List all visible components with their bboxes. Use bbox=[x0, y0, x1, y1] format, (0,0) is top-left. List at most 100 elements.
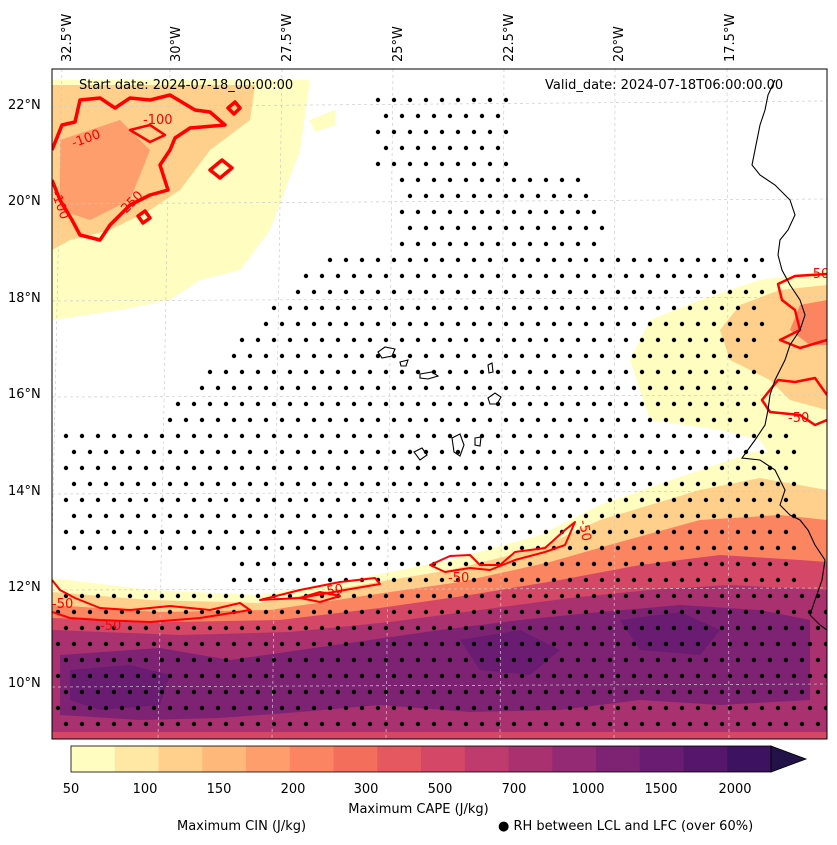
rh-dot bbox=[527, 177, 533, 183]
rh-dot bbox=[719, 529, 725, 535]
colorbar-swatch bbox=[421, 746, 466, 772]
rh-dot bbox=[239, 337, 245, 343]
rh-dot bbox=[727, 385, 733, 391]
rh-dot bbox=[687, 689, 693, 695]
rh-dot bbox=[327, 513, 333, 519]
rh-dot bbox=[463, 721, 469, 727]
rh-dot bbox=[223, 401, 229, 407]
rh-dot bbox=[647, 577, 653, 583]
rh-dot bbox=[687, 593, 693, 599]
rh-dot bbox=[455, 353, 461, 359]
rh-dot bbox=[527, 369, 533, 375]
rh-dot bbox=[519, 449, 525, 455]
rh-dot bbox=[183, 609, 189, 615]
rh-dot bbox=[399, 145, 405, 151]
rh-dot bbox=[455, 321, 461, 327]
rh-dot bbox=[423, 129, 429, 135]
rh-dot bbox=[615, 417, 621, 423]
rh-dot bbox=[415, 305, 421, 311]
rh-dot bbox=[311, 449, 317, 455]
rh-dot bbox=[215, 449, 221, 455]
colorbar-swatch bbox=[683, 746, 728, 772]
lon-label: 30°W bbox=[169, 26, 184, 62]
rh-dot bbox=[639, 657, 645, 663]
rh-dot bbox=[295, 513, 301, 519]
rh-dot bbox=[447, 593, 453, 599]
lon-label: 25°W bbox=[391, 26, 406, 62]
rh-dot bbox=[423, 257, 429, 263]
rh-dot bbox=[655, 689, 661, 695]
rh-dot bbox=[327, 417, 333, 423]
rh-dot bbox=[559, 593, 565, 599]
rh-dot bbox=[599, 641, 605, 647]
rh-dot bbox=[263, 705, 269, 711]
rh-dot bbox=[575, 657, 581, 663]
rh-dot bbox=[583, 673, 589, 679]
rh-dot bbox=[575, 689, 581, 695]
rh-dot bbox=[735, 433, 741, 439]
rh-dot bbox=[487, 321, 493, 327]
rh-dot bbox=[135, 481, 141, 487]
rh-dot bbox=[271, 689, 277, 695]
rh-dot bbox=[447, 401, 453, 407]
lat-label: 14°N bbox=[8, 484, 41, 499]
rh-dot bbox=[751, 721, 757, 727]
rh-dot bbox=[623, 273, 629, 279]
rh-dot bbox=[479, 241, 485, 247]
rh-dot bbox=[511, 177, 517, 183]
rh-dot bbox=[415, 625, 421, 631]
rh-dot bbox=[551, 641, 557, 647]
rh-dot bbox=[495, 593, 501, 599]
rh-dot bbox=[463, 273, 469, 279]
rh-dot bbox=[391, 289, 397, 295]
rh-dot bbox=[695, 673, 701, 679]
rh-dot bbox=[447, 721, 453, 727]
rh-dot bbox=[367, 273, 373, 279]
rh-dot bbox=[175, 497, 181, 503]
rh-dot bbox=[455, 97, 461, 103]
rh-dot bbox=[399, 721, 405, 727]
rh-dot bbox=[615, 321, 621, 327]
rh-dot bbox=[447, 689, 453, 695]
lat-label: 16°N bbox=[8, 387, 41, 402]
colorbar-frame bbox=[70, 745, 772, 773]
rh-dot bbox=[743, 609, 749, 615]
rh-dot bbox=[575, 593, 581, 599]
rh-dot bbox=[607, 561, 613, 567]
rh-dot bbox=[599, 705, 605, 711]
rh-dot bbox=[351, 369, 357, 375]
rh-dot bbox=[415, 273, 421, 279]
rh-dot bbox=[511, 433, 517, 439]
rh-dot bbox=[647, 513, 653, 519]
rh-dot bbox=[431, 241, 437, 247]
rh-dot bbox=[415, 497, 421, 503]
rh-dot bbox=[463, 433, 469, 439]
rh-dot bbox=[687, 657, 693, 663]
rh-dot bbox=[791, 545, 797, 551]
rh-dot bbox=[335, 497, 341, 503]
rh-dot bbox=[407, 385, 413, 391]
island-santo-antao bbox=[377, 346, 396, 359]
rh-dot bbox=[671, 593, 677, 599]
rh-dot bbox=[199, 481, 205, 487]
rh-dot bbox=[743, 385, 749, 391]
rh-dot bbox=[607, 273, 613, 279]
rh-dot bbox=[399, 209, 405, 215]
rh-dot bbox=[215, 417, 221, 423]
rh-dot bbox=[503, 289, 509, 295]
rh-dot bbox=[175, 401, 181, 407]
rh-dot bbox=[375, 353, 381, 359]
rh-dot bbox=[559, 721, 565, 727]
rh-dot bbox=[431, 593, 437, 599]
rh-dot bbox=[567, 289, 573, 295]
rh-dot bbox=[207, 529, 213, 535]
rh-dot bbox=[479, 529, 485, 535]
rh-dot bbox=[655, 625, 661, 631]
rh-dot bbox=[79, 529, 85, 535]
rh-dot bbox=[591, 465, 597, 471]
rh-dot bbox=[303, 497, 309, 503]
rh-dot bbox=[447, 305, 453, 311]
rh-dot bbox=[583, 257, 589, 263]
rh-dot bbox=[423, 97, 429, 103]
rh-dot bbox=[151, 673, 157, 679]
